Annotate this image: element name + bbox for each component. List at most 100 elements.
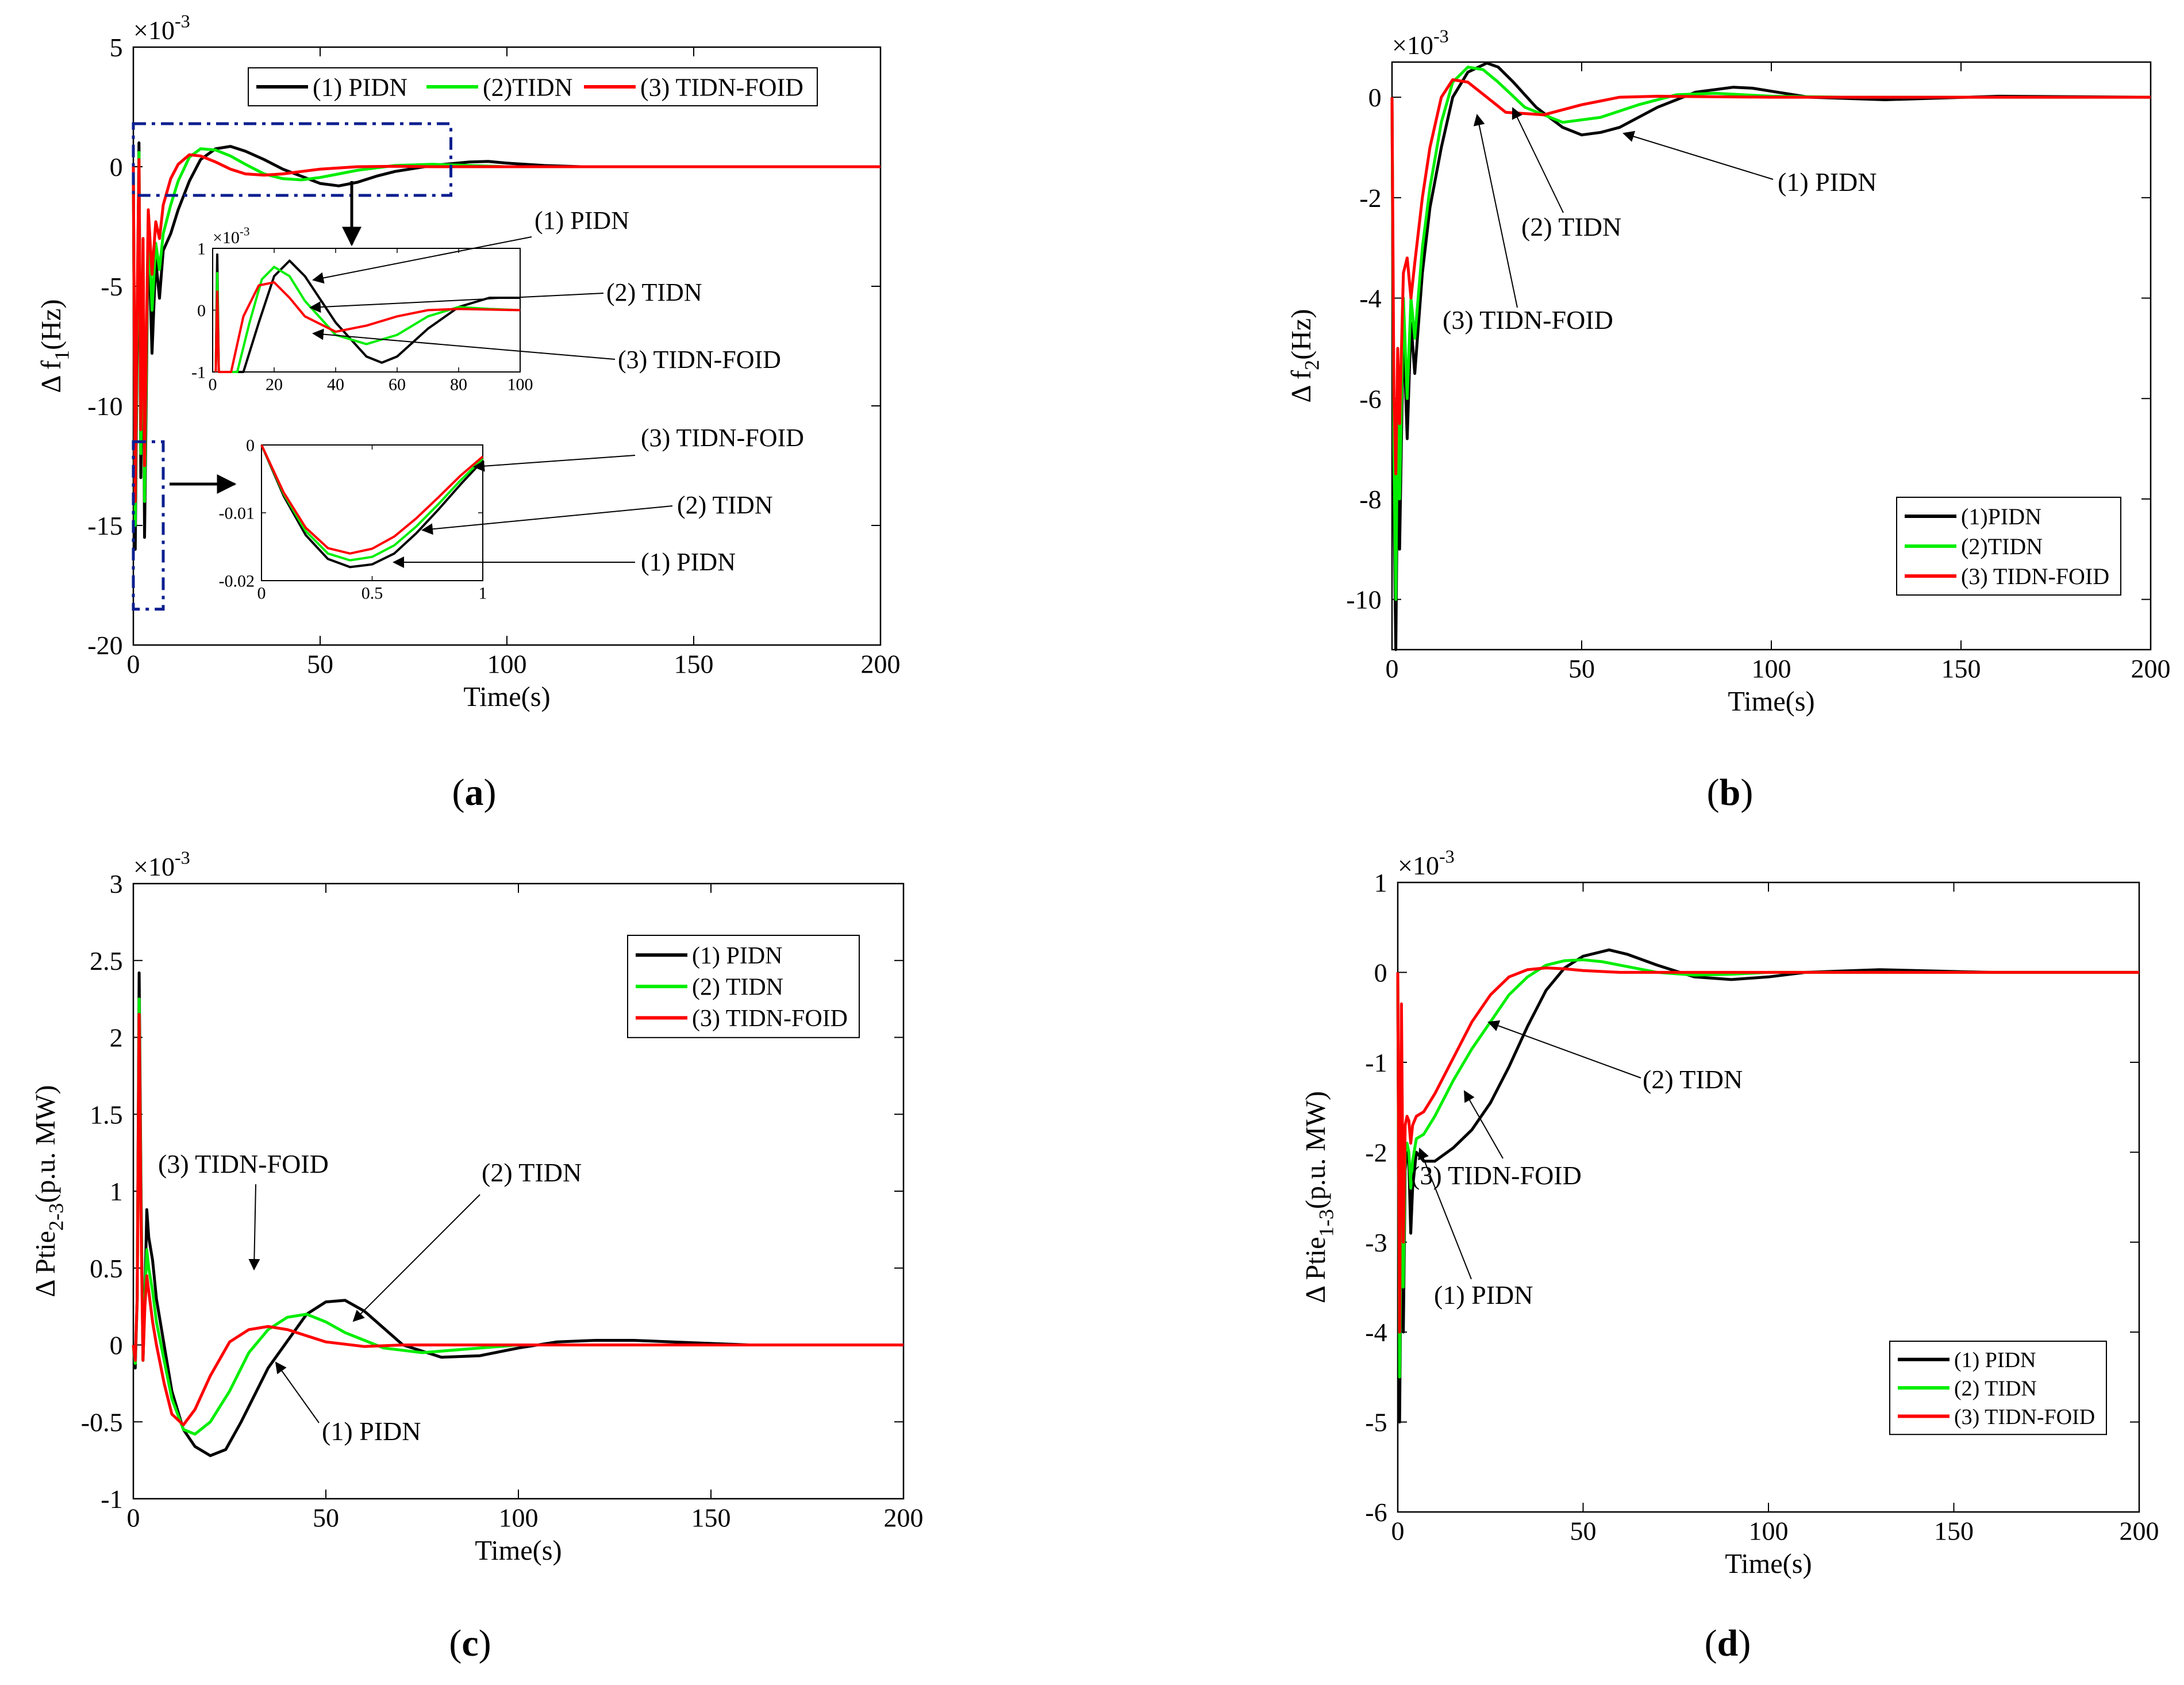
y-tick-label: -10: [87, 391, 122, 421]
axis-exponent: ×10-3: [133, 847, 190, 882]
y-tick-label: -15: [87, 511, 122, 540]
annotation-arrow: [473, 455, 636, 472]
annotation-label: (2) TIDN: [1643, 1065, 1743, 1094]
x-tick-label: 0: [127, 1503, 140, 1532]
annotation-label: (3) TIDN-FOID: [1443, 305, 1613, 335]
axis-exponent: ×10-3: [133, 10, 190, 45]
y-tick-label: -4: [1359, 284, 1381, 313]
y-tick-label: -5: [1365, 1408, 1387, 1437]
y-tick-label: -3: [1365, 1228, 1387, 1257]
legend-entry: (2)TIDN: [483, 73, 572, 101]
x-tick-label: 100: [1752, 654, 1791, 683]
legend-entry: (3) TIDN-FOID: [1954, 1405, 2095, 1429]
x-tick-label: 200: [2131, 654, 2171, 683]
chart-panel-a: 0 50 100 150 200-20-15-10-505×10-3(1) PIDN (2…: [36, 10, 901, 712]
annotation-label: (3) TIDN-FOID: [158, 1149, 329, 1179]
chart-panel-d: 0 50 100 150 200 -6 -5 -4 -3 -2 -1 0 1 ×10-3 (1) PIDN (…: [1301, 846, 2159, 1579]
y-tick-label: -2: [1359, 183, 1381, 213]
x-tick-label: 100: [507, 375, 533, 394]
annotation-label: (2) TIDN: [606, 278, 702, 306]
y-tick-label: 2: [110, 1023, 123, 1053]
legend-entry: (3) TIDN-FOID: [692, 1005, 848, 1032]
axis-exponent: ×10-3: [213, 225, 249, 248]
series-line--3-tidn-foid: [1390, 78, 2151, 475]
x-tick-label: 0: [1386, 654, 1399, 683]
x-tick-label: 0.5: [362, 584, 383, 603]
y-tick-label: -8: [1359, 485, 1381, 514]
annotation-arrow: [275, 1361, 320, 1423]
x-tick-label: 200: [861, 649, 901, 678]
y-axis-label: Δ f2(Hz): [1286, 309, 1323, 402]
series-line--1-pidn: [132, 971, 903, 1457]
series-line--3-tidn-foid: [132, 153, 880, 503]
y-tick-label: 0: [1368, 83, 1382, 112]
panel-label-c: (c): [449, 1622, 491, 1664]
annotation-arrow: [1473, 114, 1518, 308]
x-tick-label: 100: [499, 1503, 539, 1532]
y-tick-label: -0.5: [81, 1407, 123, 1437]
series-line--3-tidn-foid: [132, 1012, 903, 1427]
x-tick-label: 0: [1391, 1516, 1405, 1545]
plot-frame: [132, 882, 905, 1500]
chart-panel-b: 0 50 100 150 200 -10 -8 -6 -4 -2 0 ×10-3 (1)PIDN (2)T…: [1286, 26, 2171, 717]
y-tick-label: -0.01: [219, 504, 255, 523]
x-tick-label: 60: [389, 375, 406, 394]
series-line--3-tidn-foid: [1396, 966, 2139, 1334]
legend-entry: (1)PIDN: [1961, 504, 2041, 529]
annotation-arrow: [352, 1194, 480, 1322]
zoom-window: [132, 440, 165, 611]
y-tick-label: 1: [197, 240, 206, 259]
axis-exponent: ×10-3: [1398, 846, 1455, 881]
x-axis-label: Time(s): [1728, 686, 1814, 717]
y-tick-label: -1: [191, 363, 206, 382]
inset-panel-1: 0 20 40 60 80 100-101×10-3 (1) PIDN(2) TIDN(3)…: [191, 206, 781, 394]
y-tick-label: 1: [1374, 868, 1387, 897]
x-tick-label: 0: [127, 649, 140, 678]
panel-label-d: (d): [1705, 1622, 1751, 1664]
y-tick-label: 3: [110, 869, 123, 899]
series-line--3-tidn-foid: [214, 281, 521, 373]
x-tick-label: 1: [479, 584, 487, 603]
y-tick-label: -1: [101, 1484, 122, 1514]
y-tick-label: -4: [1365, 1318, 1387, 1347]
y-axis-label: Δ f1(Hz): [36, 299, 73, 393]
y-tick-label: 2.5: [90, 946, 123, 976]
y-tick-label: -20: [87, 631, 122, 660]
annotation-label: (2) TIDN: [482, 1158, 582, 1187]
y-tick-label: 0: [110, 152, 123, 182]
panel-label-b: (b): [1707, 772, 1754, 813]
series-line--1-pidn: [1396, 948, 2139, 1424]
panel-label-a: (a): [452, 772, 497, 813]
legend-entry: (3) TIDN-FOID: [640, 73, 803, 101]
annotation-label: (3) TIDN-FOID: [1411, 1161, 1582, 1190]
x-tick-label: 100: [487, 649, 527, 678]
annotation-arrow: [309, 293, 604, 313]
annotation-label: (3) TIDN-FOID: [641, 424, 804, 452]
annotation-arrow: [312, 328, 616, 360]
annotation-label: (1) PIDN: [1434, 1280, 1533, 1310]
annotation-arrow: [1512, 107, 1564, 213]
legend-box: [248, 67, 818, 106]
x-tick-label: 150: [691, 1503, 731, 1532]
y-axis-label: Δ Ptie1-3(p.u. MW): [1301, 1091, 1337, 1303]
x-tick-label: 0: [209, 375, 217, 394]
annotation-arrow: [421, 505, 673, 535]
annotation-arrow: [1622, 130, 1774, 180]
annotation-label: (2) TIDN: [1521, 212, 1621, 241]
annotation-label: (1) PIDN: [322, 1417, 421, 1446]
annotation-arrow: [1487, 1020, 1641, 1078]
y-tick-label: -5: [101, 272, 122, 301]
y-tick-label: 0: [246, 436, 255, 455]
zoom-window: [132, 122, 452, 197]
y-axis-label: Δ Ptie2-3(p.u. MW): [30, 1085, 67, 1297]
legend-entry: (1) PIDN: [1954, 1348, 2036, 1372]
annotation-label: (1) PIDN: [641, 548, 736, 576]
legend-entry: (1) PIDN: [313, 73, 407, 101]
x-axis-label: Time(s): [475, 1536, 562, 1566]
x-tick-label: 20: [266, 375, 283, 394]
x-axis-label: Time(s): [1725, 1549, 1812, 1579]
x-tick-label: 100: [1749, 1516, 1789, 1545]
annotation-arrow: [248, 1184, 260, 1271]
series-line--3-tidn-foid: [260, 444, 484, 555]
y-tick-label: 0: [110, 1331, 123, 1360]
